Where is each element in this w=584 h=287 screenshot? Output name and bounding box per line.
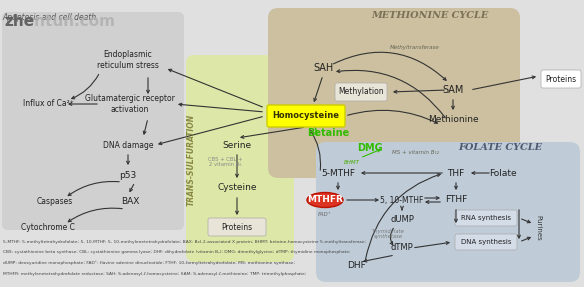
Text: TRANS-SULFURATION: TRANS-SULFURATION	[186, 114, 196, 206]
FancyBboxPatch shape	[316, 142, 580, 282]
FancyBboxPatch shape	[2, 12, 184, 230]
Text: DNA synthesis: DNA synthesis	[461, 239, 511, 245]
Text: 5-MTHF: 5-methyltetrahydrofolate; 5, 10-MTHF: 5, 10-methylenetetrahydrofolate; B: 5-MTHF: 5-methyltetrahydrofolate; 5, 10-…	[3, 240, 366, 244]
Text: Methionine: Methionine	[427, 115, 478, 125]
Text: zhe: zhe	[4, 15, 34, 30]
Text: 5-MTHF: 5-MTHF	[321, 168, 355, 177]
FancyBboxPatch shape	[455, 210, 517, 226]
Text: Purines: Purines	[535, 215, 541, 241]
Text: Serine: Serine	[223, 141, 252, 150]
Text: CBS: cystathionine beta synthase; CBL: cystathionine gamma lyase; DHF: dihydrofo: CBS: cystathionine beta synthase; CBL: c…	[3, 251, 350, 255]
Text: BHMT: BHMT	[344, 160, 360, 166]
Text: RNA synthesis: RNA synthesis	[461, 215, 511, 221]
Text: SAM: SAM	[442, 85, 464, 95]
Text: zhentun.com: zhentun.com	[4, 15, 115, 30]
Text: dUMP: deoxyuridine monophosphate; FAD⁺: flavine adenine dinucleotide; FTHF: 10-f: dUMP: deoxyuridine monophosphate; FAD⁺: …	[3, 261, 295, 265]
FancyBboxPatch shape	[267, 105, 345, 127]
Text: Methyltransferase: Methyltransferase	[390, 46, 440, 51]
Text: BAX: BAX	[121, 197, 139, 207]
FancyBboxPatch shape	[268, 8, 520, 178]
Text: Proteins: Proteins	[545, 75, 576, 84]
Text: dUMP: dUMP	[390, 214, 414, 224]
Text: 5, 10-MTHF: 5, 10-MTHF	[380, 195, 423, 205]
FancyBboxPatch shape	[335, 83, 387, 101]
Text: DMG: DMG	[357, 143, 383, 153]
Text: THF: THF	[447, 168, 465, 177]
Text: SAH: SAH	[313, 63, 333, 73]
Text: CBS + CBL +
2 vitamin B₆: CBS + CBL + 2 vitamin B₆	[208, 157, 242, 167]
Text: Proteins: Proteins	[221, 222, 252, 232]
Text: Methylation: Methylation	[338, 88, 384, 96]
Text: Glutamatergic receptor
activation: Glutamatergic receptor activation	[85, 94, 175, 114]
Text: Folate: Folate	[489, 168, 517, 177]
Text: DHF: DHF	[347, 261, 366, 271]
FancyBboxPatch shape	[541, 70, 581, 88]
Text: FAD⁺: FAD⁺	[318, 212, 332, 216]
Text: METHIONINE CYCLE: METHIONINE CYCLE	[371, 11, 489, 20]
FancyBboxPatch shape	[186, 55, 294, 262]
Text: p53: p53	[119, 170, 137, 179]
Text: Endoplasmic
reticulum stress: Endoplasmic reticulum stress	[97, 50, 159, 70]
Ellipse shape	[307, 193, 343, 208]
Text: Homocysteine: Homocysteine	[273, 112, 339, 121]
FancyBboxPatch shape	[208, 218, 266, 236]
Text: Apoptosis and cell death: Apoptosis and cell death	[2, 13, 96, 22]
Text: Influx of Ca²⁺: Influx of Ca²⁺	[23, 100, 74, 108]
Text: Cytochrome C: Cytochrome C	[21, 224, 75, 232]
Text: DNA damage: DNA damage	[103, 141, 153, 150]
Text: Cysteine: Cysteine	[217, 183, 257, 193]
Text: Thymidylate
synthetase: Thymidylate synthetase	[371, 229, 405, 239]
Text: MTHFR: MTHFR	[307, 195, 343, 205]
Text: MTHFR: methylenetetrahydrofolate reductase; SAH: S-adenosyl-ℓ-homocysteine; SAM:: MTHFR: methylenetetrahydrofolate reducta…	[3, 272, 307, 276]
Text: dTMP: dTMP	[391, 243, 413, 253]
FancyBboxPatch shape	[455, 234, 517, 250]
Text: FOLATE CYCLE: FOLATE CYCLE	[458, 144, 542, 152]
Text: MS + vitamin B₁₂: MS + vitamin B₁₂	[391, 150, 439, 154]
Text: Betaine: Betaine	[307, 128, 349, 138]
Text: FTHF: FTHF	[445, 195, 467, 205]
Text: Caspases: Caspases	[37, 197, 73, 207]
